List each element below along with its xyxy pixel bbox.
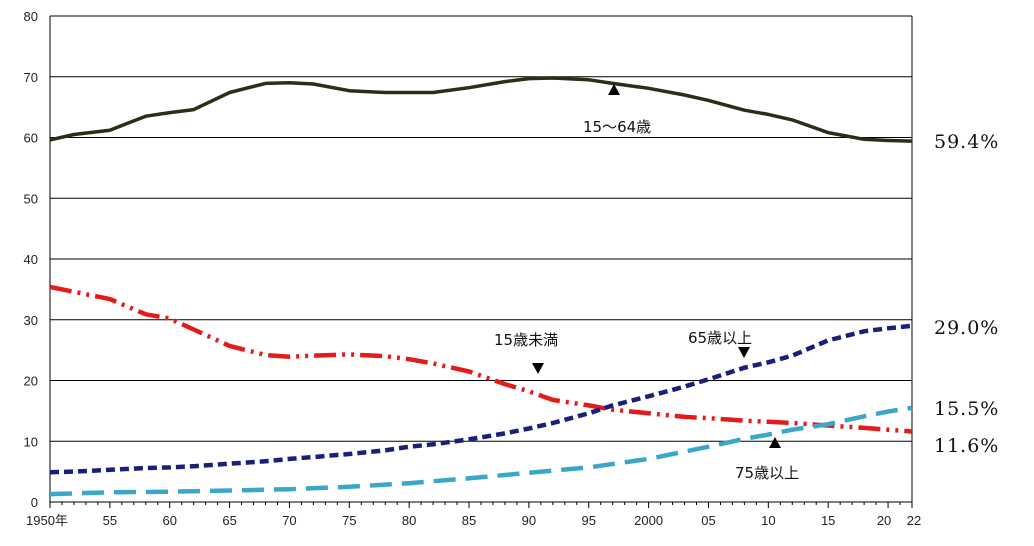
annotation-label-3: 75歳以上 [735,464,799,482]
y-tick-label: 80 [24,9,38,24]
x-tick-label: 90 [522,513,536,528]
y-tick-label: 0 [31,495,38,510]
end-label-0: 59.4% [934,131,999,153]
x-tick-label: 95 [582,513,596,528]
y-tick-label: 20 [24,374,38,389]
x-tick-label: 22 [907,513,921,528]
series-line-1 [49,284,913,434]
x-tick-label: 05 [701,513,715,528]
x-tick-label: 65 [222,513,236,528]
end-label-3: 15.5% [934,398,999,420]
x-tick-label: 75 [342,513,356,528]
x-tick-label: 10 [761,513,775,528]
x-tick-label: 60 [162,513,176,528]
x-tick-label: 70 [282,513,296,528]
end-label-1: 11.6% [934,435,999,457]
x-tick-label: 20 [877,513,891,528]
annotation-pointer-3 [769,437,781,448]
x-tick-label: 2000 [634,513,663,528]
x-tick-label: 80 [402,513,416,528]
annotation-label-2: 65歳以上 [688,329,752,347]
annotation-pointer-1 [532,363,544,374]
series-line-0 [49,76,913,143]
y-tick-label: 10 [24,434,38,449]
y-tick-label: 50 [24,191,38,206]
x-axis-ticks: 1950年 55 60 65 70 75 80 85 90 95 2000 05 10 15 20 22 [26,502,921,528]
series-annotations: 15～64歳 15歳未満 65歳以上 75歳以上 [494,84,799,482]
x-tick-label: 85 [462,513,476,528]
y-axis-ticks: 0 10 20 30 40 50 60 70 80 [24,9,38,510]
y-tick-label: 60 [24,131,38,146]
annotation-label-1: 15歳未満 [494,331,558,349]
x-tick-label: 15 [821,513,835,528]
x-tick-label: 1950年 [26,513,68,528]
x-tick-label: 55 [103,513,117,528]
annotation-pointer-2 [738,347,750,358]
end-label-2: 29.0% [934,317,999,339]
end-value-labels: 59.4% 29.0% 15.5% 11.6% [934,131,999,457]
series-line-3 [49,405,913,497]
y-tick-label: 40 [24,252,38,267]
annotation-label-0: 15～64歳 [583,118,651,136]
y-tick-label: 30 [24,313,38,328]
series-line-2 [49,323,913,475]
series-lines [49,76,913,497]
gridlines [49,15,913,503]
y-tick-label: 70 [24,70,38,85]
annotation-pointer-0 [608,84,620,95]
